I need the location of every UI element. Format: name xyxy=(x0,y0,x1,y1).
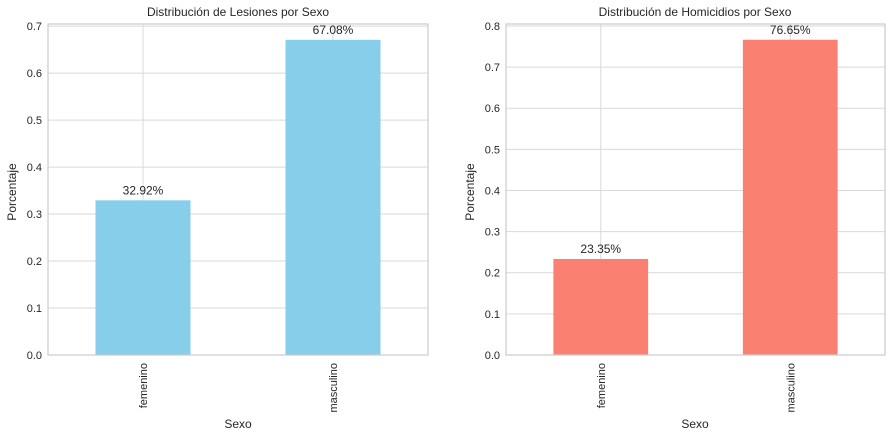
x-tick-label: femenino xyxy=(138,363,150,408)
data-label: 67.08% xyxy=(313,23,354,37)
bar xyxy=(553,258,649,355)
chart-lesiones: Distribución de Lesiones por Sexo 0.0 0.1… xyxy=(5,5,429,431)
axes-frame xyxy=(47,23,429,356)
y-tick-label: 0.6 xyxy=(27,68,42,80)
x-tick-label: femenino xyxy=(596,363,608,408)
data-label: 32.92% xyxy=(123,183,164,197)
data-label: 76.65% xyxy=(770,23,811,37)
y-tick-label: 0.3 xyxy=(485,227,500,239)
plot-area: 0.0 0.1 0.2 0.3 0.4 0.5 0.6 0.7 32.92% femenino 67… xyxy=(27,21,429,413)
y-axis-label: Porcentaje xyxy=(463,163,477,221)
y-tick-label: 0.0 xyxy=(27,350,42,362)
y-tick-label: 0.2 xyxy=(27,256,42,268)
chart-title: Distribución de Homicidios por Sexo xyxy=(599,5,792,19)
y-axis-label: Porcentaje xyxy=(5,163,19,221)
x-tick-label: masculino xyxy=(328,363,340,413)
plot-area: 0.0 0.1 0.2 0.3 0.4 0.5 0.6 0.7 0.8 23.35% femenin… xyxy=(485,21,886,413)
chart-homicidios: Distribución de Homicidios por Sexo 0.00… xyxy=(463,5,886,431)
y-tick-label: 0.7 xyxy=(485,62,500,74)
y-tick-label: 0.2 xyxy=(485,268,500,280)
x-axis-label: Sexo xyxy=(681,417,709,431)
y-tick-label: 0.1 xyxy=(485,309,500,321)
x-tick-label: masculino xyxy=(785,363,797,413)
y-tick-label: 0.6 xyxy=(485,103,500,115)
y-tick-label: 0.4 xyxy=(485,185,500,197)
bar xyxy=(285,39,381,356)
y-tick-label: 0.5 xyxy=(485,144,500,156)
y-tick-label: 0.5 xyxy=(27,115,42,127)
chart-title: Distribución de Lesiones por Sexo xyxy=(147,5,329,19)
y-tick-label: 0.1 xyxy=(27,303,42,315)
y-tick-label: 0.7 xyxy=(27,21,42,33)
bar xyxy=(742,39,838,356)
y-tick-label: 0.8 xyxy=(485,21,500,33)
bar xyxy=(95,200,191,355)
y-tick-label: 0.4 xyxy=(27,162,42,174)
x-axis-label: Sexo xyxy=(224,417,252,431)
data-label: 23.35% xyxy=(580,242,621,256)
axes-frame xyxy=(505,23,886,356)
y-tick-label: 0.0 xyxy=(485,350,500,362)
y-tick-label: 0.3 xyxy=(27,209,42,221)
